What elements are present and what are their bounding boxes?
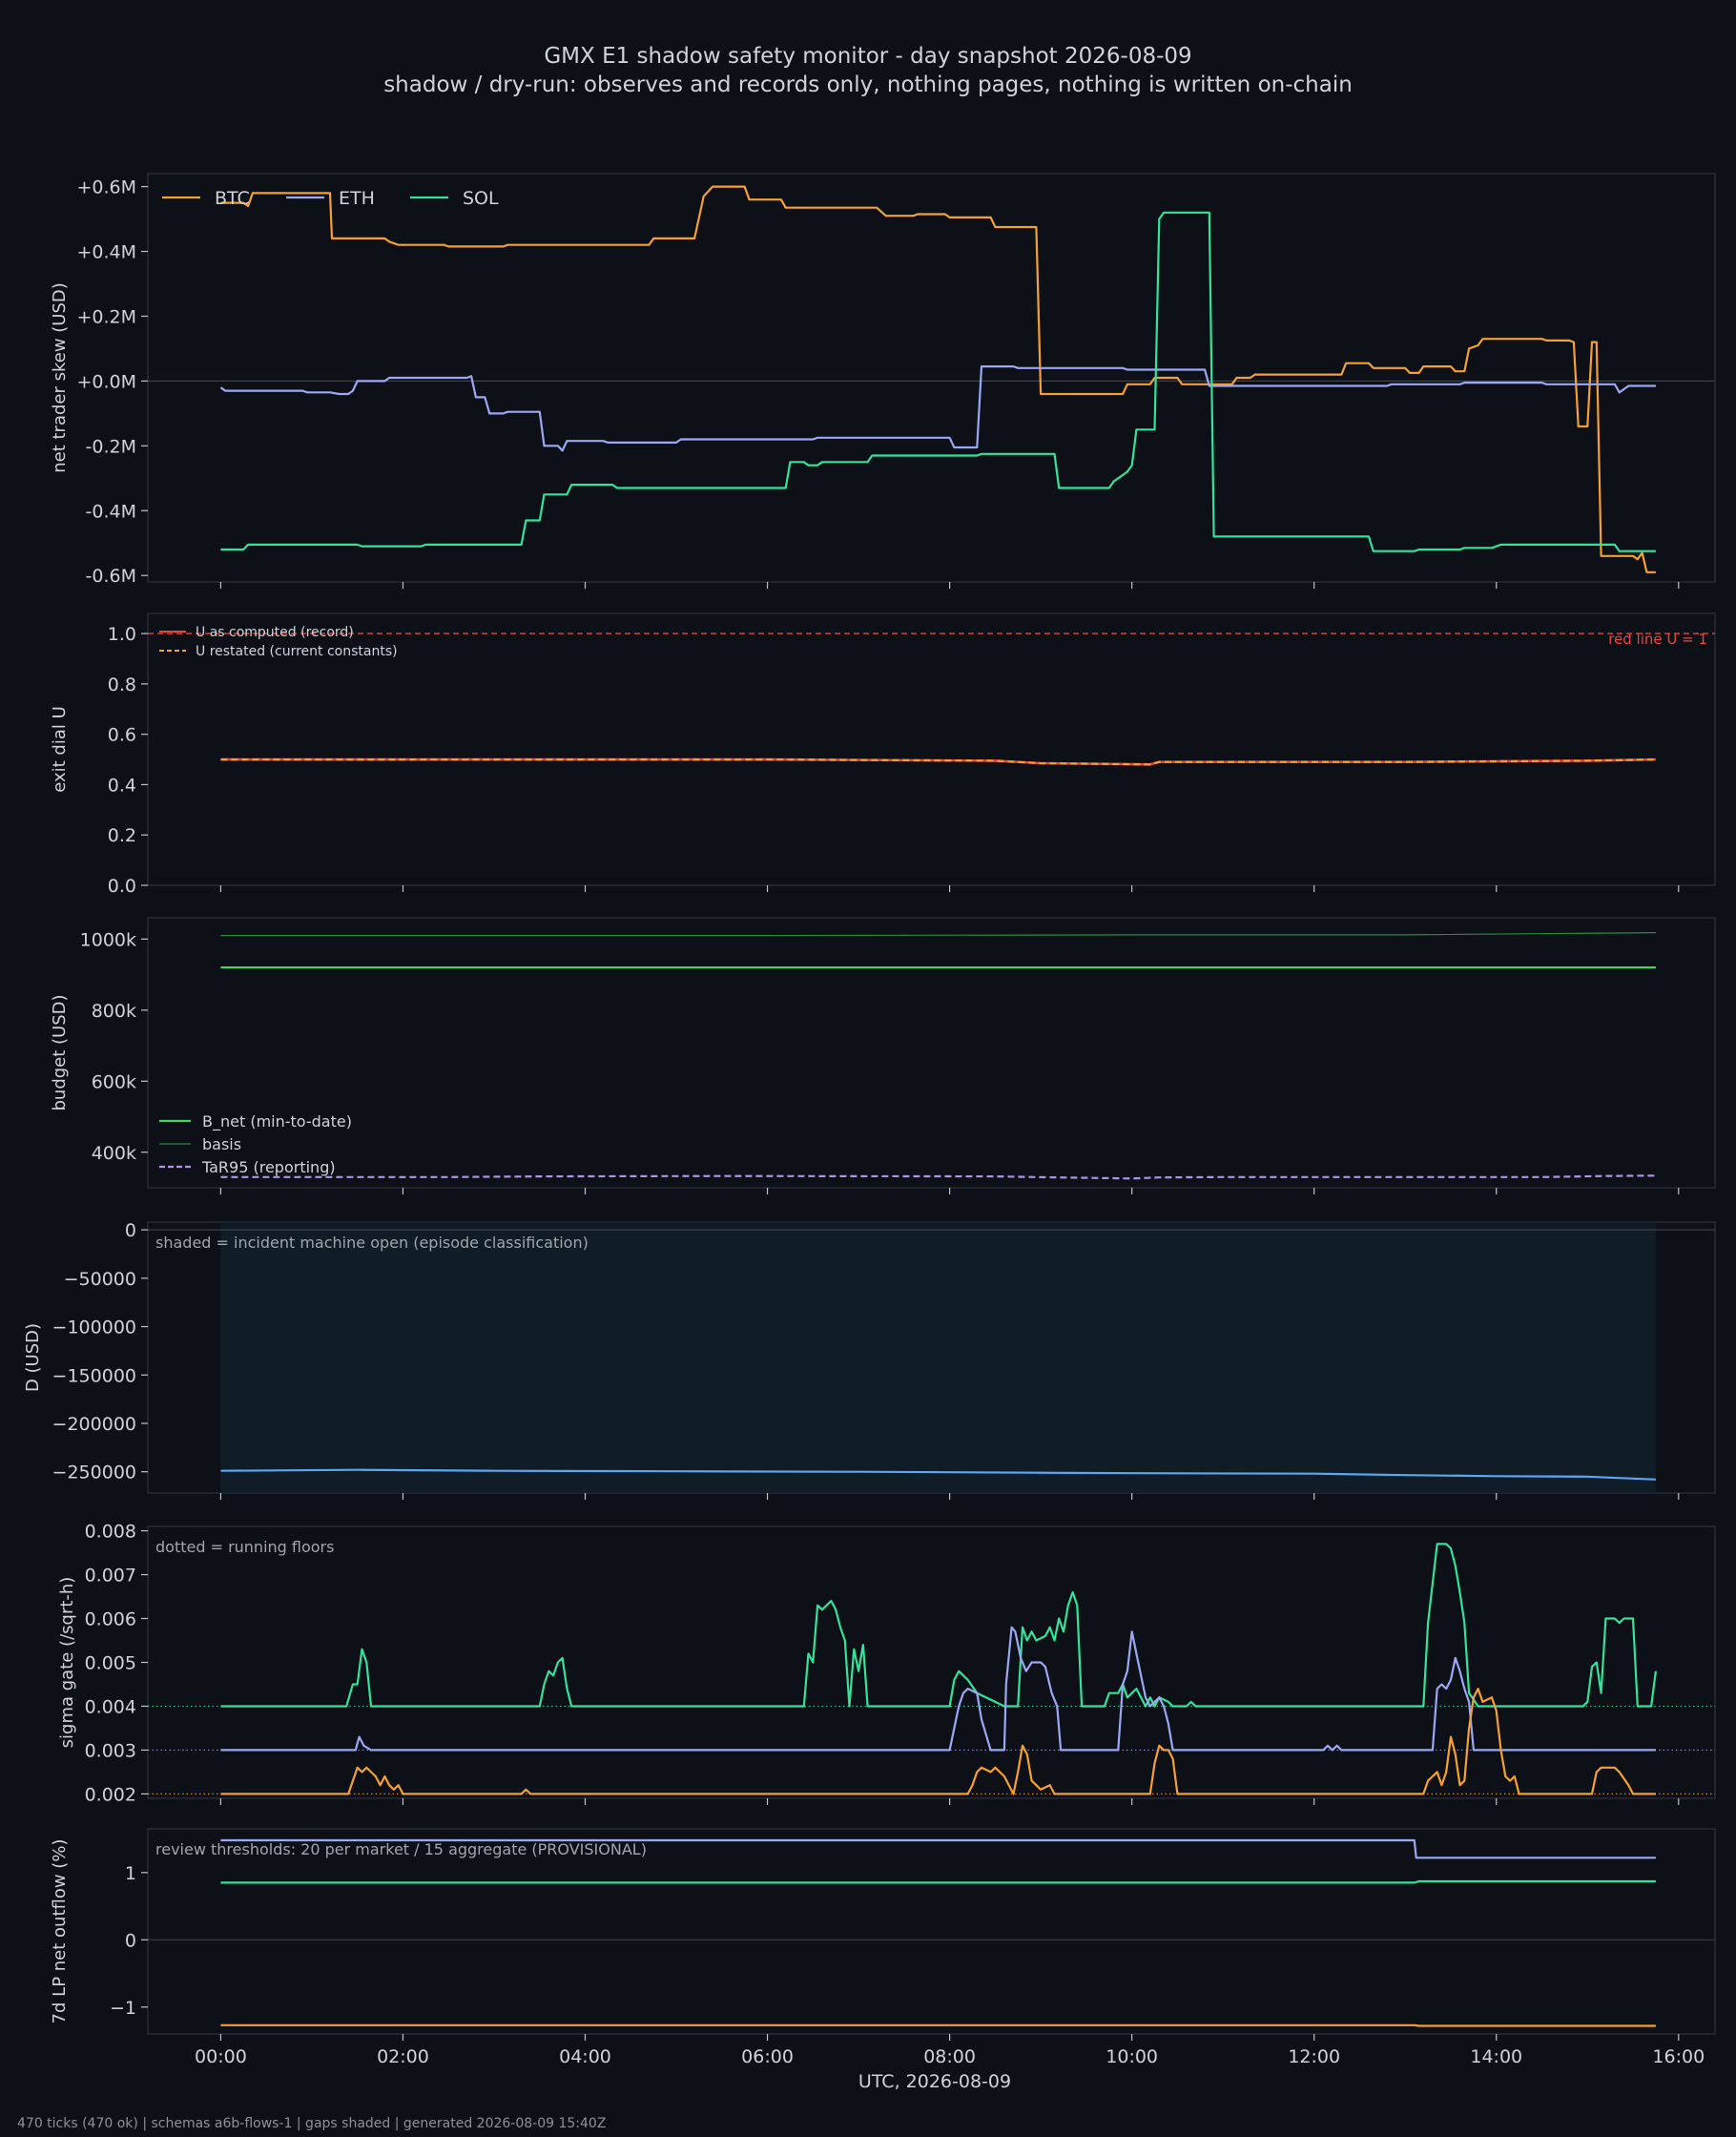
y-tick-label: 0 xyxy=(125,1930,136,1951)
y-tick-label: +0.6M xyxy=(76,177,136,198)
x-tick-label: 10:00 xyxy=(1106,2046,1158,2067)
panel-annotation: dotted = running floors xyxy=(155,1538,334,1556)
series-line-sol xyxy=(220,211,1656,552)
y-tick-label: 0.005 xyxy=(85,1653,136,1674)
y-tick-label: −100000 xyxy=(52,1317,136,1338)
panel-frame xyxy=(147,1525,1716,1799)
panel-frame xyxy=(147,1828,1716,2035)
y-tick-label: −200000 xyxy=(52,1414,136,1435)
y-tick-label: 0.002 xyxy=(85,1784,136,1805)
panel-6: 1 0 −1 00:00 02:00 04:00 06:00 08:00 10:00 12:00 1… xyxy=(50,1828,1716,2067)
series-line-basis xyxy=(220,932,1656,937)
y-tick-label: 0.4 xyxy=(108,775,136,796)
x-tick-label: 08:00 xyxy=(923,2046,976,2067)
panel-3: 400k 600k 800k 1000k budget (USD) B_net (min-… xyxy=(50,917,1716,1194)
y-tick-label: 0.006 xyxy=(85,1609,136,1630)
y-tick-label: 0.8 xyxy=(108,674,136,695)
panel-4: 0 −50000 −100000 −150000 −200000 −250000 D (US… xyxy=(23,1220,1716,1500)
x-tick-label: 14:00 xyxy=(1470,2046,1522,2067)
legend-label: U as computed (record) xyxy=(196,625,354,640)
series-line-series-3 xyxy=(220,1688,1656,1795)
y-tick-label: 1000k xyxy=(80,929,136,950)
chart-panels: +0.6M +0.4M +0.2M +0.0M -0.2M -0.4M -0.6M net t… xyxy=(23,173,1716,2067)
legend-label: B_net (min-to-date) xyxy=(202,1112,352,1131)
legend-label: ETH xyxy=(339,188,375,209)
series-line-series-1 xyxy=(220,1838,1656,1859)
figure-subtitle: shadow / dry-run: observes and records o… xyxy=(383,73,1353,97)
y-tick-label: +0.2M xyxy=(76,306,136,327)
series-line-series-1 xyxy=(220,1543,1657,1708)
panel-annotation: review thresholds: 20 per market / 15 ag… xyxy=(155,1840,647,1858)
y-tick-label: 1.0 xyxy=(108,624,136,645)
red-line-annotation: red line U = 1 xyxy=(1608,631,1707,648)
legend-label: U restated (current constants) xyxy=(196,644,398,659)
y-axis-label: budget (USD) xyxy=(50,994,70,1110)
y-tick-label: -0.2M xyxy=(86,436,136,457)
y-tick-label: −250000 xyxy=(52,1463,136,1483)
x-tick-label: 04:00 xyxy=(559,2046,611,2067)
y-tick-label: 0.004 xyxy=(85,1696,136,1717)
x-tick-label: 16:00 xyxy=(1652,2046,1705,2067)
series-line-tar95-reporting- xyxy=(220,1174,1656,1180)
y-axis-label: sigma gate (/sqrt-h) xyxy=(57,1577,77,1749)
panel-5: 0.002 0.003 0.004 0.005 0.006 0.007 0.008 sigma… xyxy=(57,1522,1716,1805)
y-tick-label: +0.0M xyxy=(76,371,136,392)
shaded-incident-region xyxy=(220,1222,1656,1493)
figure-title: GMX E1 shadow safety monitor - day snaps… xyxy=(544,44,1191,69)
y-tick-label: −1 xyxy=(110,1998,136,2019)
series-line-series-2 xyxy=(220,1626,1656,1752)
panel-1: +0.6M +0.4M +0.2M +0.0M -0.2M -0.4M -0.6M net t… xyxy=(50,173,1716,589)
y-tick-label: 1 xyxy=(125,1863,136,1884)
y-tick-label: −50000 xyxy=(64,1269,136,1290)
series-line-series-1 xyxy=(220,1468,1656,1481)
x-tick-label: 12:00 xyxy=(1288,2046,1340,2067)
panel-2: 0.0 0.2 0.4 0.6 0.8 1.0 exit dial U red line U … xyxy=(50,612,1716,897)
footer-status: 470 ticks (470 ok) | schemas a6b-flows-1… xyxy=(17,2116,606,2131)
y-tick-label: -0.6M xyxy=(86,566,136,587)
y-tick-label: 400k xyxy=(92,1143,136,1164)
x-axis-label: UTC, 2026-08-09 xyxy=(858,2071,1011,2092)
x-tick-label: 00:00 xyxy=(195,2046,247,2067)
series-line-btc xyxy=(220,185,1656,573)
legend-label: BTC xyxy=(215,188,250,209)
y-tick-label: 0 xyxy=(125,1220,136,1241)
y-tick-label: 0.007 xyxy=(85,1566,136,1587)
y-axis-label: 7d LP net outflow (%) xyxy=(50,1839,70,2024)
panel-frame xyxy=(147,173,1716,583)
y-tick-label: 0.008 xyxy=(85,1522,136,1543)
y-tick-label: 0.2 xyxy=(108,825,136,846)
y-axis-label: exit dial U xyxy=(50,706,70,793)
y-tick-label: 0.0 xyxy=(108,876,136,897)
y-tick-label: -0.4M xyxy=(86,501,136,522)
legend-label: SOL xyxy=(463,188,499,209)
series-line-series-2 xyxy=(220,1879,1656,1884)
x-tick-label: 06:00 xyxy=(741,2046,794,2067)
legend-label: basis xyxy=(202,1135,241,1153)
y-tick-label: 0.6 xyxy=(108,725,136,746)
y-tick-label: 800k xyxy=(92,1001,136,1022)
series-line-series-3 xyxy=(220,2023,1656,2027)
x-tick-label: 02:00 xyxy=(377,2046,429,2067)
panel-frame xyxy=(147,612,1716,886)
legend-label: TaR95 (reporting) xyxy=(201,1158,336,1176)
y-tick-label: 0.003 xyxy=(85,1740,136,1761)
series-line-eth xyxy=(219,365,1656,452)
y-tick-label: −150000 xyxy=(52,1365,136,1386)
y-axis-label: D (USD) xyxy=(23,1323,43,1392)
y-tick-label: +0.4M xyxy=(76,242,136,263)
series-line-u-restated-current-constants- xyxy=(220,758,1656,766)
panel-frame xyxy=(147,917,1716,1189)
y-tick-label: 600k xyxy=(92,1071,136,1092)
y-axis-label: net trader skew (USD) xyxy=(50,282,70,473)
panel-annotation: shaded = incident machine open (episode … xyxy=(155,1234,589,1252)
